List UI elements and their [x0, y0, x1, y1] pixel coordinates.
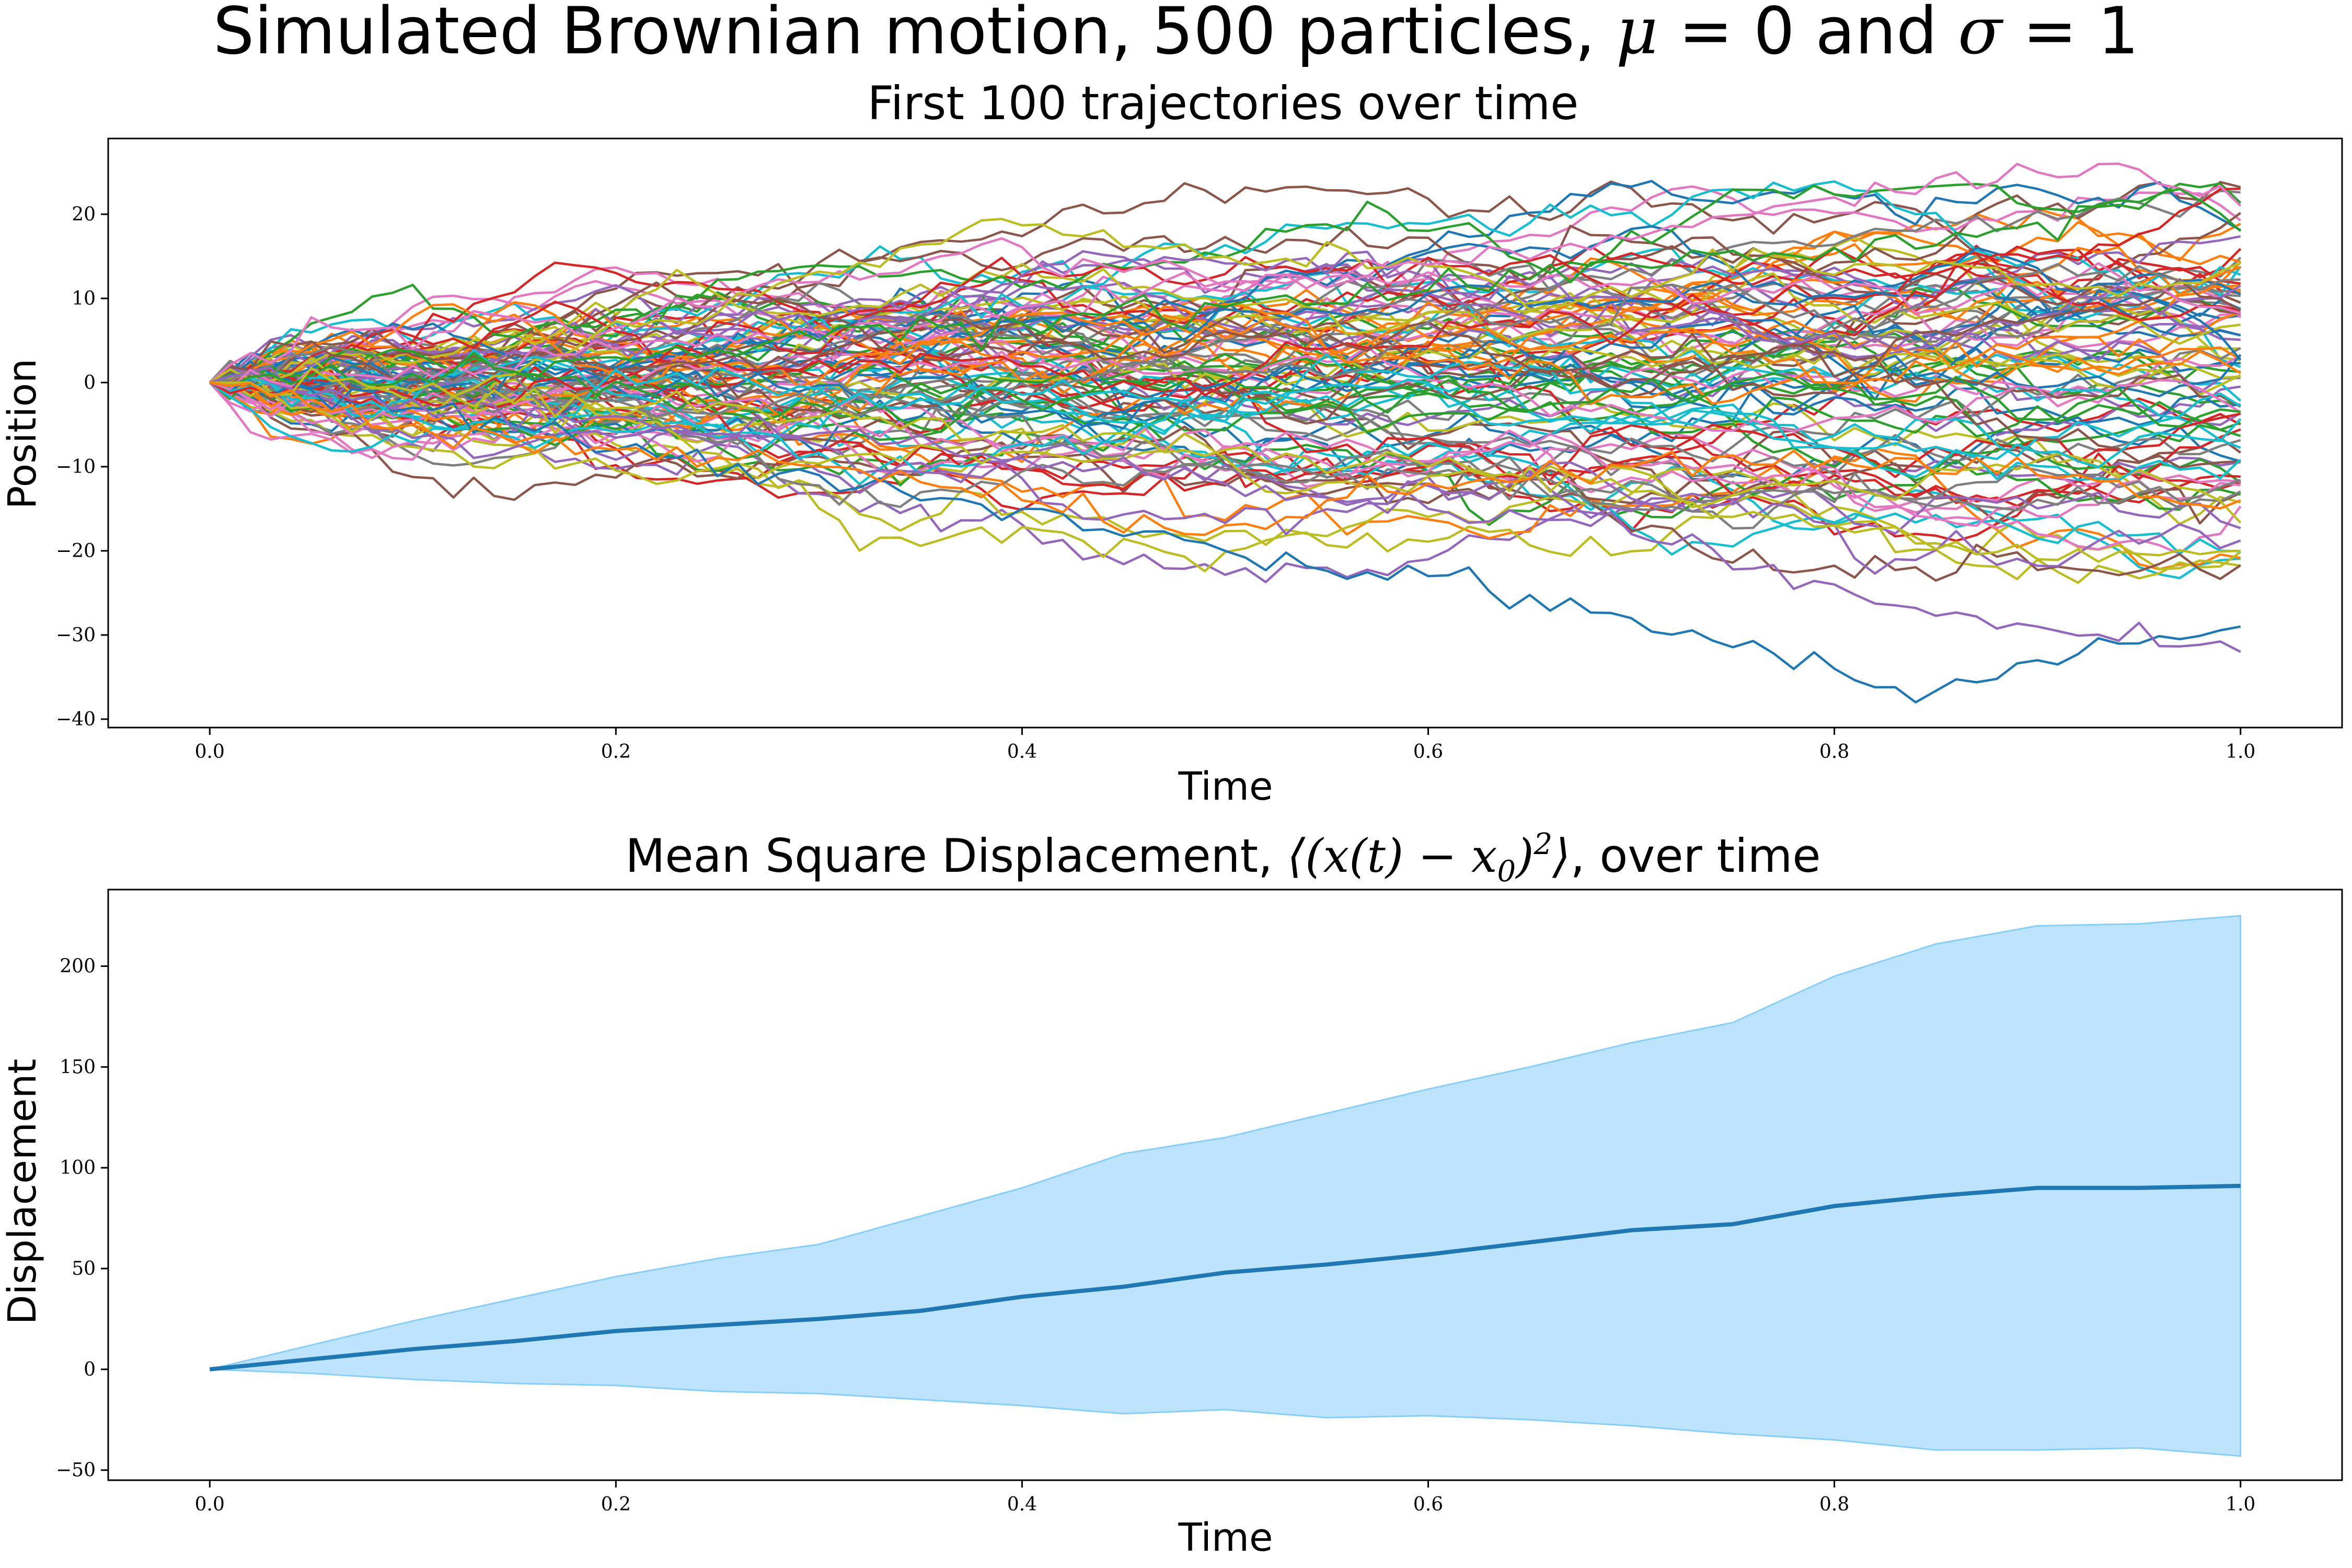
- trajectory-line: [209, 262, 2241, 409]
- trajectories-xlabel: Time: [1178, 764, 1273, 809]
- msd-ticks: 0.0 0.2 0.4 0.6 0.8 1.0 200 150 100 50 0 −50: [56, 956, 2255, 1515]
- trajectory-line: [210, 303, 2241, 406]
- trajectories-ytick-label: 0: [84, 372, 96, 394]
- trajectory-line: [209, 185, 2242, 384]
- msd-std-band: [209, 915, 2242, 1457]
- trajectory-line-extreme: [209, 188, 2242, 387]
- trajectory-line: [210, 301, 2241, 403]
- trajectory-line-extreme: [209, 381, 2241, 536]
- msd-ytick-label: 200: [60, 956, 96, 977]
- trajectory-line: [209, 353, 2242, 482]
- trajectory-line-extreme: [209, 372, 2241, 653]
- msd-ytick-label: 0: [84, 1359, 96, 1380]
- msd-xtick-label: 0.4: [1007, 1494, 1037, 1515]
- trajectories-ylabel: Position: [0, 359, 45, 509]
- trajectory-line: [209, 368, 2241, 535]
- figure-suptitle: Simulated Brownian motion, 500 particles…: [213, 0, 2139, 69]
- trajectory-line-extreme: [210, 367, 2241, 563]
- msd-xtick-label: 0.8: [1819, 1494, 1849, 1515]
- trajectory-line: [209, 250, 2241, 401]
- trajectories-title: First 100 trajectories over time: [868, 76, 1579, 130]
- trajectories-xtick-label: 0.6: [1413, 741, 1443, 763]
- msd-ylabel: Displacement: [0, 1059, 45, 1325]
- msd-xlabel: Time: [1178, 1515, 1273, 1560]
- msd-ytick-label: −50: [56, 1460, 96, 1481]
- msd-ytick-label: 100: [60, 1157, 96, 1179]
- trajectory-line: [209, 349, 2242, 469]
- trajectory-line: [209, 381, 2242, 555]
- trajectories-xtick-label: 0.0: [195, 741, 225, 763]
- trajectory-line-extreme: [209, 163, 2242, 390]
- trajectories-ytick-label: −30: [56, 625, 96, 646]
- msd-title: Mean Square Displacement, ⟨(x(t) − x0)2⟩…: [625, 827, 1820, 889]
- trajectory-lines: [209, 163, 2242, 704]
- trajectory-line: [209, 382, 2241, 486]
- msd-xtick-label: 0.6: [1413, 1494, 1443, 1515]
- msd-ytick-label: 50: [72, 1258, 96, 1279]
- trajectory-line-extreme: [209, 379, 2241, 704]
- msd-panel: Mean Square Displacement, ⟨(x(t) − x0)2⟩…: [0, 827, 2343, 1560]
- msd-ytick-label: 150: [60, 1056, 96, 1078]
- trajectories-ytick-label: −20: [56, 540, 96, 562]
- trajectory-line: [209, 237, 2241, 384]
- trajectories-ytick-label: −40: [56, 709, 96, 730]
- msd-xtick-label: 0.0: [195, 1494, 225, 1515]
- msd-xtick-label: 0.2: [601, 1494, 631, 1515]
- trajectories-ytick-label: 10: [72, 288, 96, 309]
- msd-xtick-label: 1.0: [2226, 1494, 2255, 1515]
- trajectory-line: [209, 375, 2241, 527]
- trajectories-ytick-label: 20: [72, 204, 96, 225]
- trajectories-ticks: 0.0 0.2 0.4 0.6 0.8 1.0 20 10 0 −10 −20 −30 −40: [56, 204, 2255, 763]
- trajectory-line: [209, 347, 2241, 433]
- trajectories-panel: First 100 trajectories over time 0.0 0.2 0…: [0, 76, 2343, 809]
- trajectories-axes-frame: [107, 137, 2343, 729]
- trajectory-line: [209, 345, 2241, 433]
- trajectories-xtick-label: 0.2: [601, 741, 631, 763]
- trajectory-line: [209, 187, 2241, 394]
- trajectories-xtick-label: 1.0: [2226, 741, 2255, 763]
- trajectory-line: [209, 266, 2242, 384]
- trajectory-line: [210, 379, 2241, 512]
- trajectories-xtick-label: 0.8: [1819, 741, 1849, 763]
- trajectory-line: [209, 279, 2242, 389]
- trajectories-ytick-label: −10: [56, 456, 96, 478]
- msd-mean-line: [209, 1183, 2241, 1371]
- trajectory-line: [209, 381, 2241, 525]
- trajectory-line: [210, 370, 2242, 584]
- trajectories-xtick-label: 0.4: [1007, 741, 1037, 763]
- msd-axes-frame: [107, 889, 2343, 1481]
